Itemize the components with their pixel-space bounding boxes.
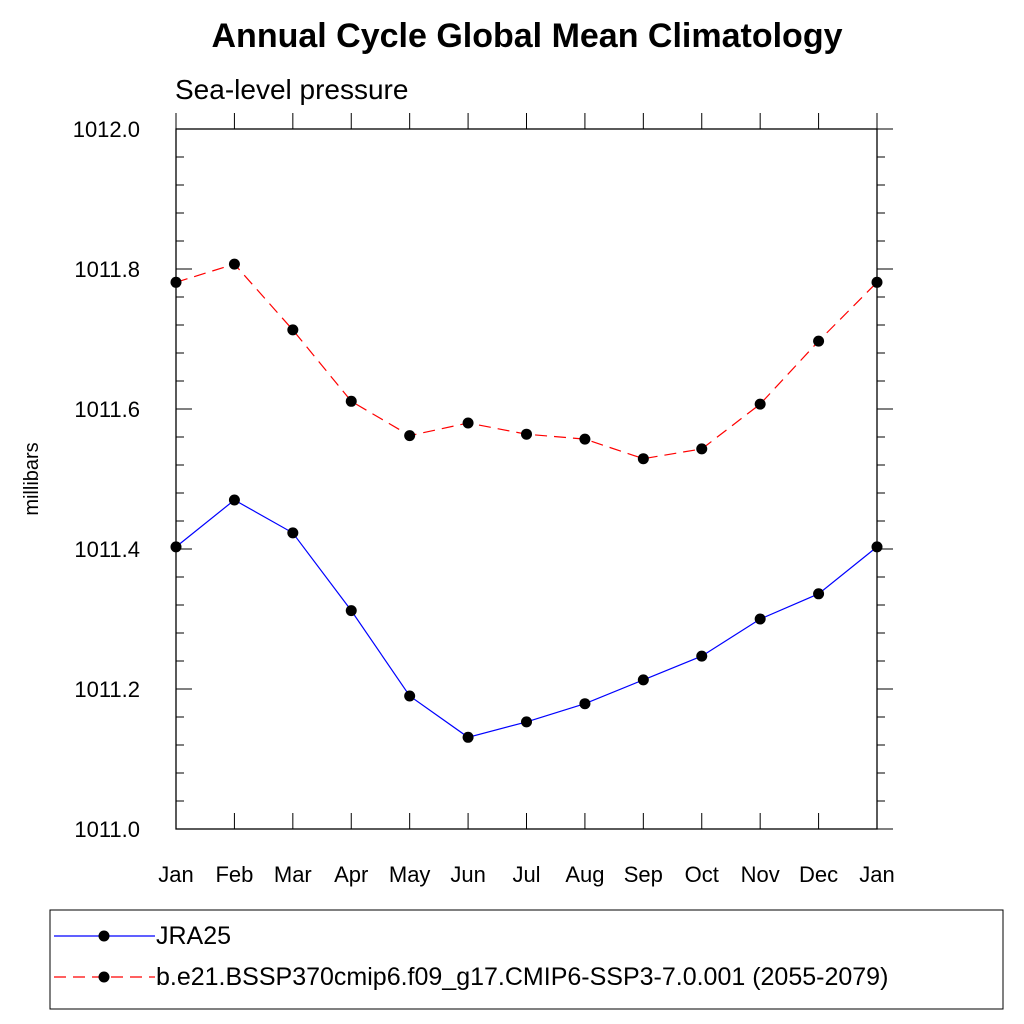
x-tick-label: Apr: [334, 862, 368, 887]
data-point: [287, 527, 299, 539]
y-tick-label: 1011.0: [74, 817, 140, 842]
x-tick-label: Jan: [859, 862, 894, 887]
data-point: [813, 588, 825, 600]
data-point: [871, 541, 883, 553]
data-point: [287, 324, 299, 336]
x-tick-label: May: [389, 862, 431, 887]
data-point: [462, 731, 474, 743]
y-tick-label: 1011.8: [74, 257, 140, 282]
x-tick-label: Jan: [158, 862, 193, 887]
data-point: [170, 276, 182, 288]
x-tick-label: Jun: [450, 862, 485, 887]
y-axis-label: millibars: [21, 442, 43, 515]
data-point: [521, 428, 532, 440]
data-point: [696, 650, 708, 662]
y-tick-label: 1011.6: [74, 397, 140, 422]
data-point: [462, 417, 474, 429]
data-point: [228, 494, 240, 506]
series-layer: [170, 258, 883, 743]
x-tick-label: Nov: [741, 862, 780, 887]
data-point: [754, 613, 766, 625]
data-point: [579, 698, 591, 710]
series-line-0: [175, 499, 878, 738]
y-tick-label: 1012.0: [73, 117, 140, 142]
legend-label-cmip6: b.e21.BSSP370cmip6.f09_g17.CMIP6-SSP3-7.…: [156, 963, 888, 991]
x-tick-label: Jul: [512, 862, 540, 887]
x-tick-label: Aug: [565, 862, 604, 887]
x-tick-label: Feb: [215, 862, 253, 887]
data-point: [696, 443, 708, 455]
axes: Jan Feb Mar Apr May Jun Jul Aug Sep Oct Nov Dec Jan 1…: [73, 113, 895, 887]
data-point: [813, 335, 825, 347]
x-tick-label: Dec: [799, 862, 838, 887]
y-tick-label: 1011.2: [74, 677, 140, 702]
data-point: [345, 605, 357, 617]
chart-subtitle: Sea-level pressure: [175, 74, 408, 105]
data-point: [404, 430, 416, 442]
data-point: [754, 398, 766, 410]
legend-label-jra25: JRA25: [156, 922, 231, 950]
y-tick-label: 1011.4: [74, 537, 140, 562]
legend-marker-cmip6: [98, 971, 110, 983]
data-point: [871, 276, 883, 288]
data-point: [228, 258, 240, 270]
data-point: [521, 716, 532, 728]
legend-box: [49, 909, 1004, 1010]
data-point: [404, 690, 416, 702]
data-point: [345, 395, 357, 407]
x-tick-label: Sep: [624, 862, 663, 887]
data-point: [637, 453, 649, 465]
data-point: [579, 433, 591, 445]
data-point: [170, 541, 182, 553]
chart-title: Annual Cycle Global Mean Climatology: [212, 17, 843, 55]
x-tick-label: Oct: [685, 862, 719, 887]
data-point: [637, 674, 649, 686]
legend: JRA25 b.e21.BSSP370cmip6.f09_g17.CMIP6-S…: [54, 922, 888, 991]
x-tick-label: Mar: [274, 862, 312, 887]
legend-marker-jra25: [98, 930, 110, 942]
